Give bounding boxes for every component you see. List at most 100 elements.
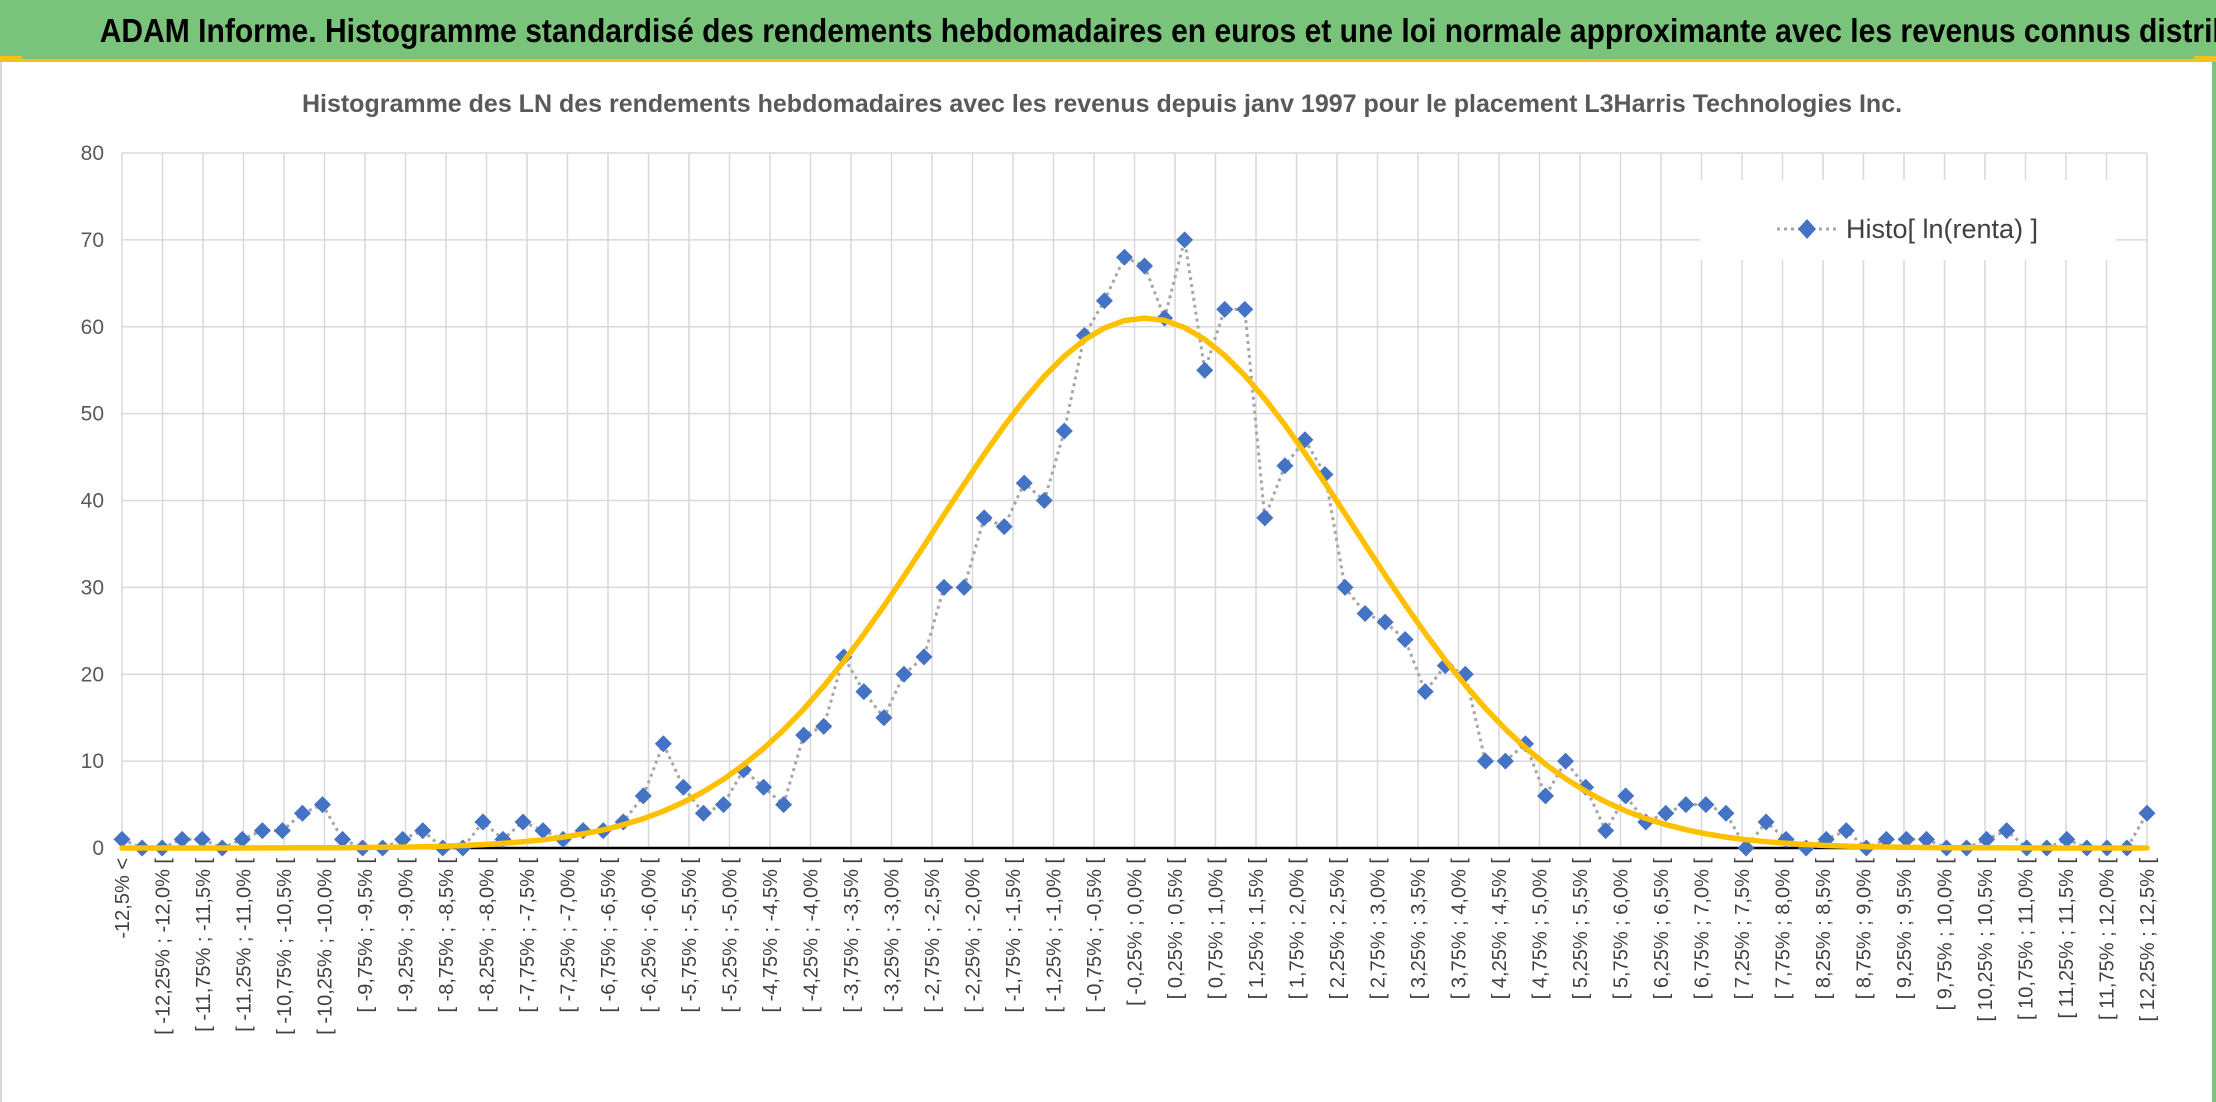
x-tick-label: [ -8,25% ; -8,0% [ [477,858,499,1013]
histogram-point [313,796,331,814]
histogram-point [2058,830,2076,848]
x-tick-label: [ -11,25% ; -11,0% [ [234,858,256,1032]
histogram-point [534,822,552,840]
histogram-point [1877,830,1895,848]
legend-diamond-marker [1798,219,1816,239]
histogram-point [1416,683,1434,701]
x-tick-label: [ -10,75% ; -10,5% [ [274,858,296,1035]
x-tick-label: [ 4,75% ; 5,0% [ [1530,858,1552,1000]
histogram-point [1657,804,1675,822]
series-normal-fit [119,315,2150,851]
x-tick-label: [ -2,75% ; -2,5% [ [922,858,944,1013]
y-tick-label: 60 [81,316,104,339]
histogram-point [1697,796,1715,814]
banner-accent-left [0,56,22,62]
x-tick-label: [ -1,75% ; -1,5% [ [1003,858,1025,1013]
histogram-point [1837,822,1855,840]
x-tick-label: [ -4,75% ; -4,5% [ [760,858,782,1013]
legend: Histo[ ln(renta) ] [1700,180,2116,260]
histogram-point [1496,752,1514,770]
histogram-point [193,830,211,848]
x-gridlines [121,153,2148,848]
y-tick-label: 20 [81,663,104,686]
x-axis-ticks: -12,5% < [ -12,25% ; -12,0% [[ -11,75% ; … [112,858,2159,1035]
histogram-point [1115,248,1133,266]
histogram-point [1476,752,1494,770]
histogram-point [1978,830,1996,848]
banner-title: ADAM Informe. Histogramme standardisé de… [99,12,2216,49]
y-tick-label: 30 [81,576,104,599]
histogram-point [1617,787,1635,805]
x-tick-label: [ -0,75% ; -0,5% [ [1084,858,1106,1013]
x-tick-label: [ 9,75% ; 10,0% [ [1935,858,1957,1011]
x-tick-label: [ -11,75% ; -11,5% [ [193,858,215,1032]
x-tick-label: [ 5,75% ; 6,0% [ [1611,858,1633,1000]
histogram-point [334,830,352,848]
histogram-point [935,578,953,596]
histogram-point [1176,231,1194,249]
histogram-point [1677,796,1695,814]
histogram-point [394,830,412,848]
x-tick-label: [ 10,75% ; 11,0% [ [2016,858,2038,1020]
x-tick-label: [ -5,25% ; -5,0% [ [720,858,742,1013]
x-tick-label: [ -7,75% ; -7,5% [ [517,858,539,1013]
histogram-point [273,822,291,840]
x-tick-label: [ 7,25% ; 7,5% [ [1732,858,1754,1000]
histogram-point [1917,830,1935,848]
title-banner [0,0,2216,62]
histogram-point [1356,604,1374,622]
histogram-point [414,822,432,840]
x-tick-label: [ 6,25% ; 6,5% [ [1651,858,1673,1000]
histogram-point [474,813,492,831]
histogram-point [2138,804,2156,822]
histogram-point [755,778,773,796]
x-tick-label: [ 1,75% ; 2,0% [ [1287,858,1309,1000]
x-tick-label: [ 6,75% ; 7,0% [ [1692,858,1714,1000]
histogram-point [1998,822,2016,840]
histogram-point [1095,292,1113,310]
x-tick-label: [ -3,25% ; -3,0% [ [882,858,904,1013]
histogram-point [1757,813,1775,831]
x-tick-label: [ 4,25% ; 4,5% [ [1489,858,1511,1000]
chart-frame: Histogramme des LN des rendements hebdom… [0,62,2216,1102]
x-tick-label: [ 5,25% ; 5,5% [ [1570,858,1592,1000]
histogram-point [1376,613,1394,631]
x-tick-label: [ 1,25% ; 1,5% [ [1246,858,1268,1000]
histogram-point [975,509,993,527]
x-tick-label: [ 2,25% ; 2,5% [ [1327,858,1349,1000]
histogram-point [233,830,251,848]
x-tick-label: [ -9,75% ; -9,5% [ [355,858,377,1013]
x-tick-label: [ -0,25% ; 0,0% [ [1125,858,1147,1006]
x-tick-label: [ 3,75% ; 4,0% [ [1449,858,1471,1000]
y-tick-label: 10 [81,750,104,773]
histogram-point [875,709,893,727]
histogram-point [1216,300,1234,318]
histogram-point [293,804,311,822]
x-tick-label: [ -1,25% ; -1,0% [ [1044,858,1066,1013]
x-tick-label: [ 0,25% ; 0,5% [ [1165,858,1187,1000]
legend-label: Histo[ ln(renta) ] [1846,214,2038,244]
histogram-point [1015,474,1033,492]
histogram-point [1557,752,1575,770]
histogram-point [895,665,913,683]
y-tick-label: 70 [81,229,104,252]
x-tick-label: [ 11,25% ; 11,5% [ [2056,858,2078,1019]
x-tick-label: [ 8,75% ; 9,0% [ [1854,858,1876,1000]
x-tick-label: [ 0,75% ; 1,0% [ [1206,858,1228,1000]
x-tick-label: [ -6,25% ; -6,0% [ [639,858,661,1013]
y-tick-label: 50 [81,403,104,426]
histogram-point [1737,839,1755,857]
histogram-point [1396,631,1414,648]
histogram-point [634,787,652,805]
histogram-point [1537,787,1555,805]
histogram-point [815,717,833,735]
histogram-point [1055,422,1073,440]
histogram-point [1136,257,1154,275]
y-axis-ticks: 0 10 20 30 40 50 60 70 80 [81,142,104,860]
chart-title: Histogramme des LN des rendements hebdom… [302,90,1902,118]
histogram-point [674,778,692,796]
x-tick-label: [ 10,25% ; 10,5% [ [1975,858,1997,1022]
legend-box [1700,180,2116,260]
histogram-point [1717,804,1735,822]
x-tick-label: [ 2,75% ; 3,0% [ [1368,858,1390,1000]
